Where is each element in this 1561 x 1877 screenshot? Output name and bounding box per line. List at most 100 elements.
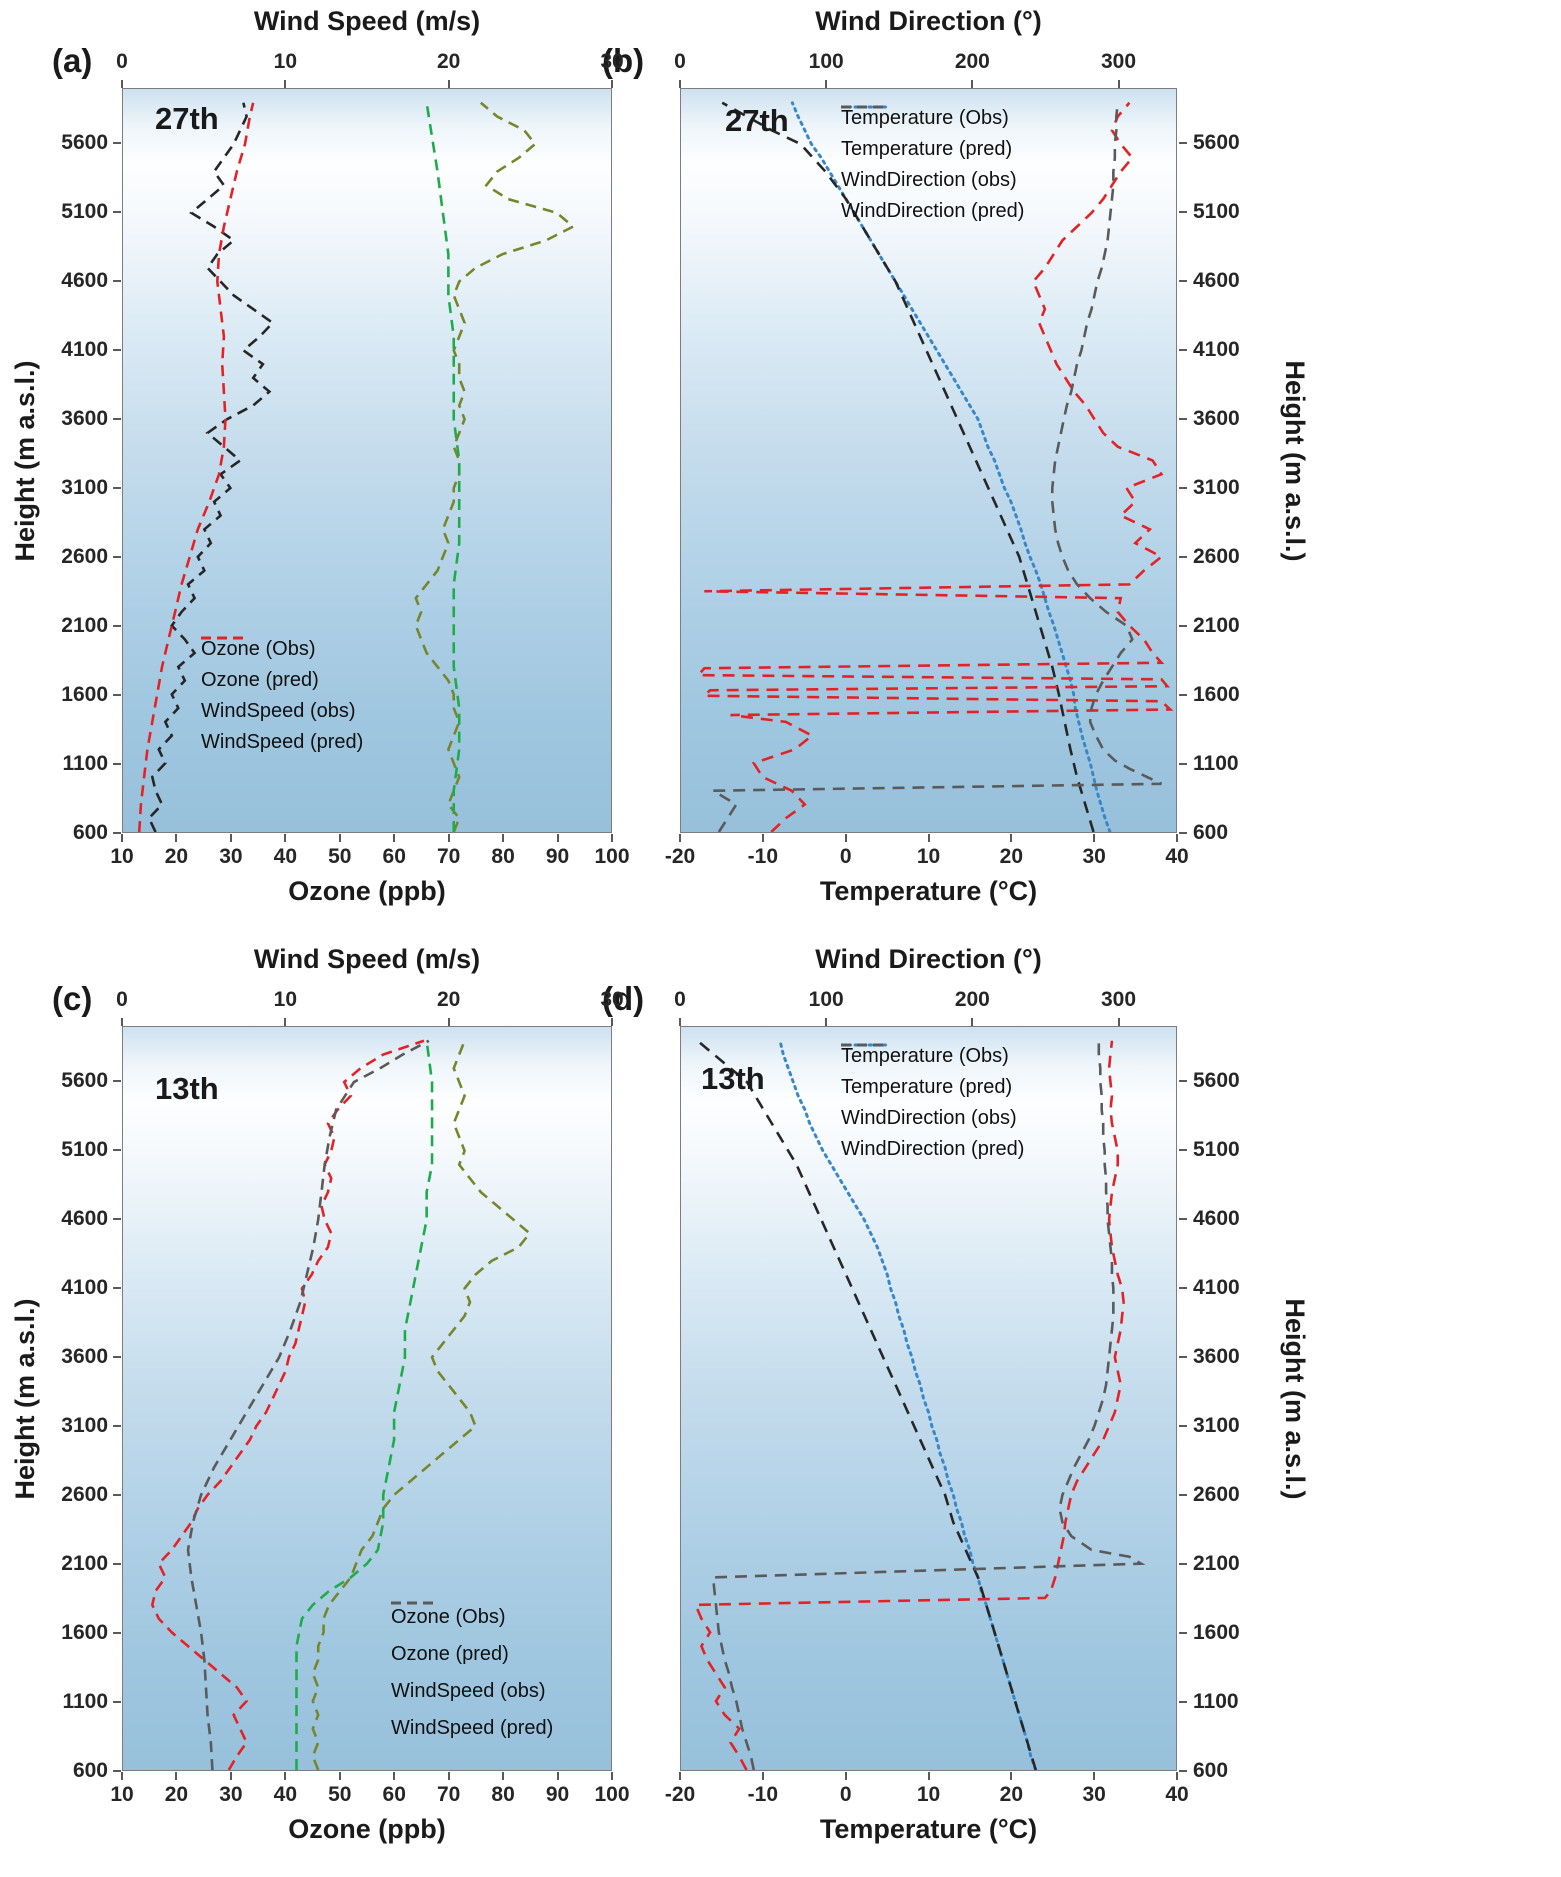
legend-item: WindDirection (pred) bbox=[841, 1043, 1024, 1165]
tick-label: 20 bbox=[436, 50, 461, 73]
legend-label: Temperature (Obs) bbox=[841, 107, 1009, 129]
chart-canvas-d bbox=[693, 1039, 1146, 1770]
tick-label: 20 bbox=[436, 988, 461, 1011]
tick-label: 100 bbox=[808, 988, 844, 1011]
tick-mark bbox=[113, 763, 121, 766]
legend-label: WindSpeed (obs) bbox=[201, 700, 356, 722]
tick-label: 90 bbox=[545, 1783, 570, 1806]
tick-mark bbox=[121, 1772, 123, 1780]
tick-label: 0 bbox=[839, 1783, 852, 1806]
tick-label: 5100 bbox=[61, 200, 108, 224]
tick-label: 600 bbox=[72, 821, 108, 844]
tick-mark bbox=[1179, 556, 1187, 559]
tick-mark bbox=[113, 1770, 121, 1772]
legend-line-sample-icon bbox=[841, 1043, 887, 1047]
tick-label: 30 bbox=[219, 1783, 243, 1806]
tick-mark bbox=[113, 280, 121, 283]
tick-label: 30 bbox=[1082, 1783, 1106, 1806]
tick-label: 30 bbox=[1082, 845, 1106, 868]
tick-mark bbox=[121, 834, 123, 842]
tick-mark bbox=[113, 142, 121, 145]
tick-label: 50 bbox=[328, 845, 352, 868]
tick-mark bbox=[556, 834, 559, 842]
tick-label: 2600 bbox=[61, 1483, 108, 1507]
tick-label: 200 bbox=[954, 50, 990, 73]
legend-line-sample-icon bbox=[391, 1601, 437, 1605]
tick-label: -10 bbox=[747, 1783, 779, 1806]
plot-area-c: 13th Ozone (Obs) Ozone (pred) WindSpeed (o… bbox=[122, 1026, 612, 1771]
tick-mark bbox=[1117, 80, 1120, 88]
tick-label: 10 bbox=[110, 845, 134, 868]
tick-mark bbox=[927, 1772, 930, 1780]
legend-label: WindDirection (obs) bbox=[841, 1107, 1017, 1129]
tick-label: 50 bbox=[328, 1783, 352, 1806]
top-axis-title-a: Wind Speed (m/s) bbox=[253, 6, 481, 36]
tick-mark bbox=[1179, 142, 1187, 145]
tick-mark bbox=[113, 556, 121, 559]
tick-label: 2100 bbox=[61, 614, 108, 638]
legend-label: Temperature (Obs) bbox=[841, 1045, 1009, 1067]
tick-mark bbox=[825, 1018, 828, 1026]
date-label-a: 27th bbox=[155, 101, 219, 136]
tick-mark bbox=[1179, 1632, 1187, 1635]
legend-line-sample-icon bbox=[841, 105, 887, 109]
tick-label: 2100 bbox=[1193, 1552, 1240, 1576]
legend-label: WindSpeed (obs) bbox=[391, 1680, 546, 1702]
tick-label: -20 bbox=[664, 845, 696, 868]
tick-label: 5600 bbox=[61, 1069, 108, 1093]
tick-mark bbox=[113, 1632, 121, 1635]
legend-label: Temperature (pred) bbox=[841, 1076, 1013, 1098]
tick-label: 100 bbox=[594, 845, 630, 868]
legend-d: Temperature (Obs) Temperature (pred) WindD… bbox=[841, 1041, 1024, 1165]
legend-item: WindDirection (pred) bbox=[841, 105, 1024, 227]
tick-label: 0 bbox=[116, 50, 128, 73]
tick-label: 10 bbox=[273, 50, 298, 73]
tick-mark bbox=[1179, 1149, 1187, 1152]
legend-label: WindSpeed (pred) bbox=[391, 1717, 554, 1739]
top-axis-title-d: Wind Direction (°) bbox=[815, 944, 1042, 974]
tick-label: 1100 bbox=[62, 1690, 108, 1714]
tick-label: 300 bbox=[1100, 988, 1137, 1011]
tick-mark bbox=[502, 1772, 505, 1780]
tick-label: 2600 bbox=[1193, 545, 1240, 569]
panel-label-d: (d) bbox=[602, 980, 645, 1017]
series-ozone-pred- bbox=[295, 1040, 434, 1770]
legend-label: Ozone (pred) bbox=[391, 1643, 509, 1665]
y-axis-title-d: Height (m a.s.l.) bbox=[1280, 1298, 1310, 1500]
tick-label: 80 bbox=[491, 845, 515, 868]
date-label-c: 13th bbox=[155, 1071, 219, 1106]
tick-label: 40 bbox=[273, 845, 298, 868]
tick-mark bbox=[113, 1287, 121, 1290]
tick-mark bbox=[611, 1018, 613, 1026]
tick-mark bbox=[1179, 1080, 1187, 1083]
panel-label-b: (b) bbox=[602, 42, 645, 79]
tick-mark bbox=[825, 80, 828, 88]
bottom-axis-title-d: Temperature (°C) bbox=[819, 1814, 1038, 1844]
tick-mark bbox=[679, 1018, 681, 1026]
tick-mark bbox=[113, 487, 121, 490]
legend-label: Ozone (pred) bbox=[201, 669, 319, 691]
tick-label: 40 bbox=[273, 1783, 298, 1806]
tick-mark bbox=[229, 834, 232, 842]
tick-mark bbox=[113, 1494, 121, 1497]
tick-mark bbox=[1179, 487, 1187, 490]
tick-label: 600 bbox=[72, 1759, 108, 1782]
tick-label: 70 bbox=[436, 1783, 461, 1806]
tick-label: 4600 bbox=[1193, 269, 1240, 293]
tick-label: 30 bbox=[600, 988, 624, 1011]
bottom-axis-title-b: Temperature (°C) bbox=[819, 876, 1038, 906]
series-windspeed-obs- bbox=[147, 102, 275, 832]
tick-mark bbox=[1010, 1772, 1013, 1780]
tick-label: 10 bbox=[110, 1783, 134, 1806]
tick-label: -20 bbox=[664, 1783, 696, 1806]
tick-label: 5600 bbox=[1193, 1069, 1240, 1093]
tick-mark bbox=[844, 1772, 847, 1780]
tick-mark bbox=[284, 1772, 287, 1780]
tick-label: 5100 bbox=[1193, 1138, 1240, 1162]
tick-mark bbox=[679, 1772, 681, 1780]
tick-label: 20 bbox=[999, 1783, 1024, 1806]
tick-label: 60 bbox=[382, 1783, 406, 1806]
tick-mark bbox=[1179, 418, 1187, 421]
tick-mark bbox=[1179, 1770, 1187, 1772]
tick-label: 3100 bbox=[1193, 476, 1240, 500]
